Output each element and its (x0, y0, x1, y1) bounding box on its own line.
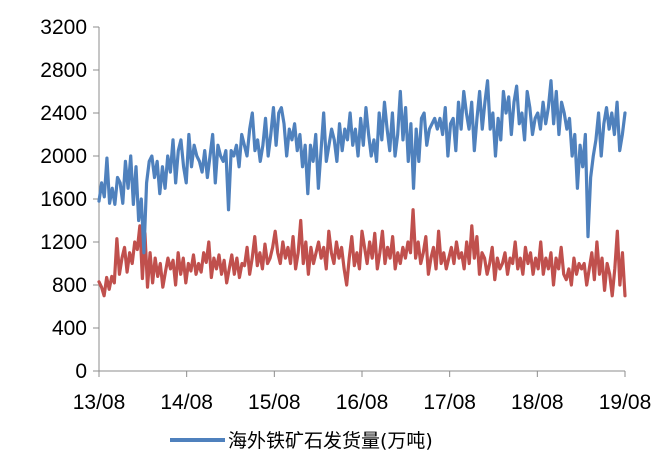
x-tick-label: 19/08 (599, 391, 652, 414)
y-tick-label: 0 (75, 360, 87, 383)
series-line-2 (97, 208, 627, 298)
y-axis: 0 400 800 1200 1600 2000 2400 2800 3200 (40, 16, 100, 383)
y-tick-label: 1200 (40, 231, 87, 254)
x-tick-label: 17/08 (423, 391, 476, 414)
series-line-1 (97, 79, 627, 255)
y-tick-label: 2800 (40, 59, 87, 82)
y-tick-label: 800 (52, 274, 87, 297)
series-layer (97, 79, 627, 298)
x-tick-label: 18/08 (511, 391, 564, 414)
legend: 海外铁矿石发货量(万吨) (170, 430, 433, 452)
x-tick-label: 13/08 (73, 391, 126, 414)
x-tick-label: 15/08 (248, 391, 301, 414)
y-tick-label: 1600 (40, 188, 87, 211)
y-tick-label: 2400 (40, 102, 87, 125)
y-tick-label: 3200 (40, 16, 87, 39)
legend-label: 海外铁矿石发货量(万吨) (228, 430, 433, 452)
y-tick-label: 2000 (40, 145, 87, 168)
x-tick-label: 16/08 (336, 391, 389, 414)
y-tick-label: 400 (52, 317, 87, 340)
x-axis: 13/08 14/08 15/08 16/08 17/08 18/08 19/08 (73, 370, 652, 414)
x-tick-label: 14/08 (160, 391, 213, 414)
